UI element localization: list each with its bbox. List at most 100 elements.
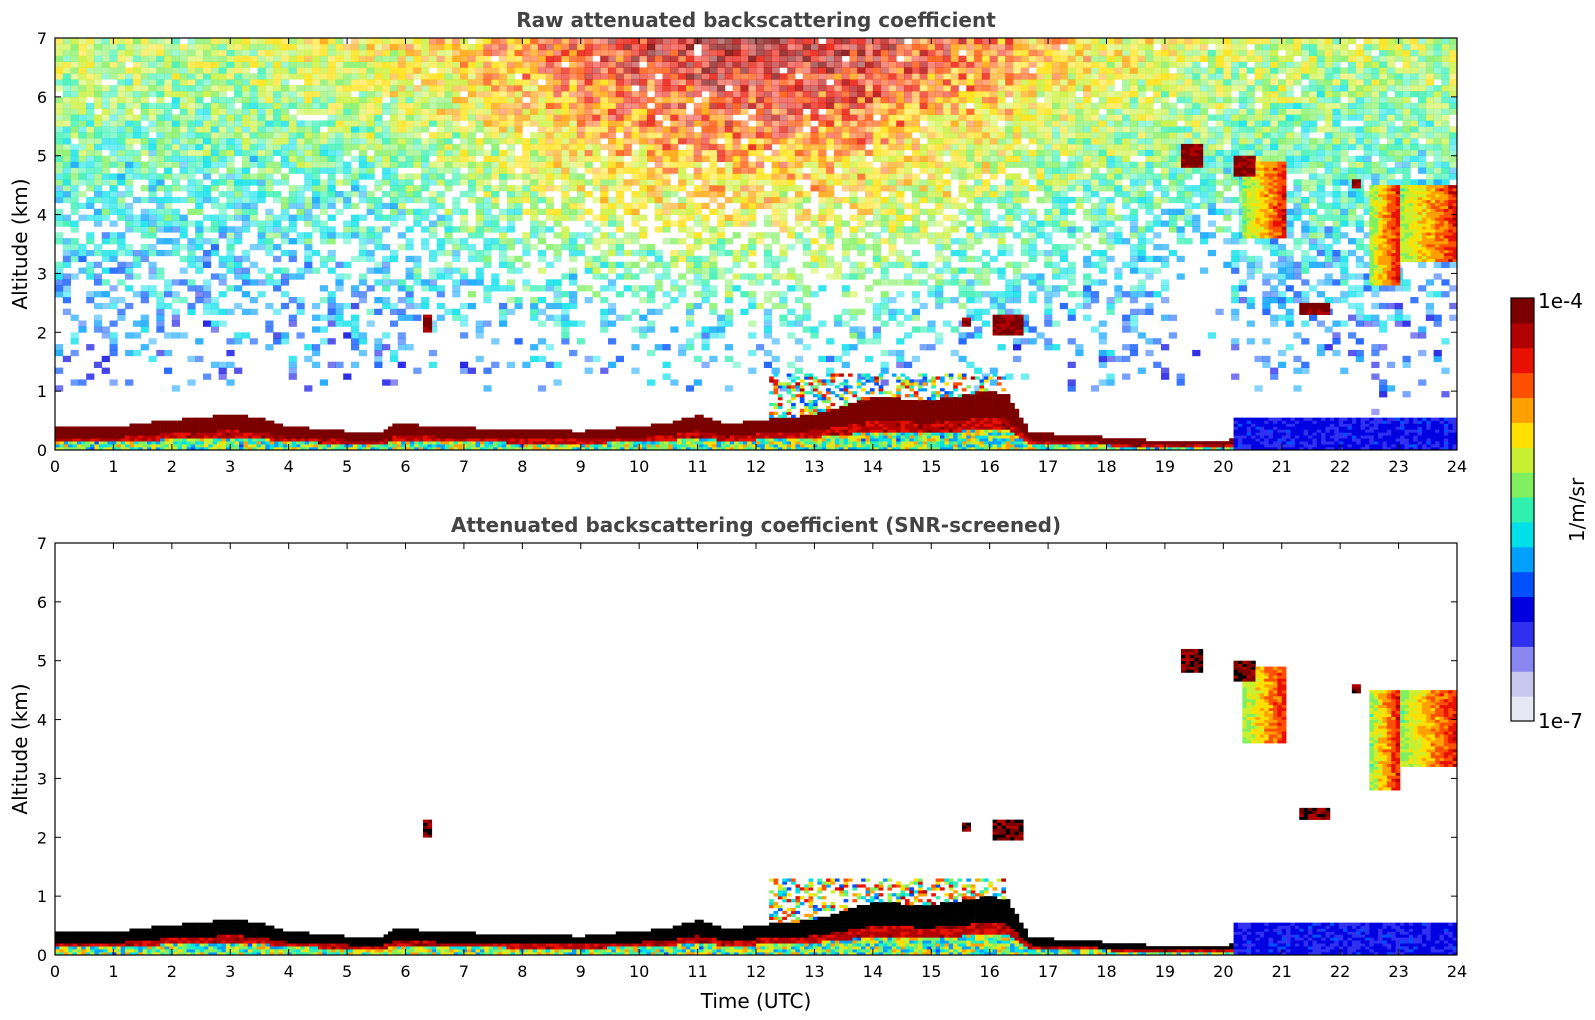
- heat-cell: [997, 226, 1006, 233]
- heat-cell: [460, 67, 469, 74]
- heat-cell: [358, 279, 367, 286]
- heat-cell: [810, 332, 819, 339]
- heat-cell: [904, 361, 913, 368]
- heat-cell: [818, 208, 827, 215]
- heat-cell: [444, 161, 453, 168]
- heat-cell: [608, 55, 617, 62]
- heat-cell: [865, 108, 874, 115]
- heat-cell: [904, 61, 913, 68]
- heat-cell: [592, 67, 601, 74]
- heat-cell: [966, 49, 975, 57]
- heat-cell: [203, 167, 212, 174]
- heat-cell: [615, 126, 624, 133]
- heat-cell: [421, 214, 430, 221]
- heat-cell: [257, 96, 266, 104]
- heat-cell: [592, 214, 601, 221]
- heat-cell: [724, 126, 733, 133]
- heat-cell: [148, 149, 157, 157]
- heat-cell: [709, 108, 718, 115]
- heat-cell: [662, 126, 671, 133]
- heat-cell: [530, 355, 539, 363]
- heat-cell: [997, 249, 1006, 257]
- heat-cell: [304, 67, 313, 74]
- heat-cell: [1020, 196, 1029, 204]
- heat-cell: [841, 344, 850, 351]
- heat-cell: [273, 308, 282, 315]
- heat-cell: [896, 308, 905, 315]
- heat-cell: [623, 138, 632, 145]
- heat-cell: [756, 120, 765, 127]
- heat-cell: [491, 338, 500, 345]
- heat-cell: [467, 79, 476, 86]
- heat-cell: [195, 155, 204, 162]
- heat-cell: [483, 120, 492, 127]
- heat-cell: [226, 79, 235, 86]
- heat-cell: [374, 238, 383, 245]
- heat-cell: [810, 49, 819, 57]
- heat-cell: [981, 249, 991, 257]
- heat-cell: [865, 49, 874, 57]
- heat-cell: [358, 73, 367, 80]
- heat-cell: [265, 320, 274, 327]
- heat-cell: [358, 291, 367, 298]
- heat-cell: [452, 226, 461, 233]
- heat-cell: [904, 73, 913, 80]
- heat-cell: [483, 85, 492, 92]
- heat-cell: [218, 232, 227, 239]
- heat-cell: [335, 302, 344, 310]
- heat-cell: [351, 291, 360, 298]
- heat-cell: [724, 320, 733, 327]
- heat-cell: [826, 226, 835, 233]
- heat-cell: [1020, 55, 1029, 62]
- heat-cell: [86, 167, 95, 174]
- heat-cell: [810, 255, 819, 263]
- heat-cell: [249, 308, 258, 315]
- heat-cell: [436, 73, 445, 80]
- heat-cell: [530, 185, 539, 192]
- heat-cell: [506, 132, 515, 139]
- heat-cell: [389, 73, 399, 80]
- heat-cell: [904, 261, 913, 268]
- heat-cell: [1005, 261, 1014, 268]
- heat-cell: [312, 326, 321, 333]
- heat-cell: [724, 220, 733, 227]
- heat-cell: [335, 132, 344, 139]
- heat-cell: [584, 91, 593, 98]
- heat-cell: [55, 208, 64, 215]
- heat-cell: [701, 138, 710, 145]
- heat-cell: [117, 43, 126, 51]
- heat-cell: [685, 91, 695, 98]
- heat-cell: [950, 67, 959, 74]
- heat-cell: [265, 43, 274, 51]
- heat-cell: [452, 285, 461, 292]
- heat-cell: [467, 161, 476, 168]
- heat-cell: [849, 67, 858, 74]
- heat-cell: [569, 291, 578, 298]
- heat-cell: [101, 214, 110, 221]
- heat-cell: [569, 273, 578, 280]
- heat-cell: [950, 326, 959, 333]
- heat-cell: [779, 108, 788, 115]
- heat-cell: [950, 91, 959, 98]
- heat-cell: [125, 302, 134, 310]
- heat-cell: [623, 161, 632, 168]
- heat-cell: [724, 249, 733, 257]
- heat-cell: [826, 261, 835, 268]
- heat-cell: [203, 297, 212, 304]
- heat-cell: [78, 108, 87, 115]
- heat-cell: [537, 155, 547, 162]
- heat-cell: [288, 61, 297, 68]
- heat-cell: [335, 232, 344, 239]
- heat-cell: [810, 161, 819, 168]
- heat-cell: [974, 179, 983, 186]
- heat-cell: [195, 244, 204, 251]
- heat-cell: [553, 285, 562, 292]
- heat-cell: [662, 149, 671, 157]
- heat-cell: [553, 249, 562, 257]
- heat-cell: [771, 120, 780, 127]
- heat-cell: [717, 61, 726, 68]
- heat-cell: [62, 249, 71, 257]
- heat-cell: [545, 302, 554, 310]
- heat-cell: [273, 61, 282, 68]
- heat-cell: [148, 261, 157, 268]
